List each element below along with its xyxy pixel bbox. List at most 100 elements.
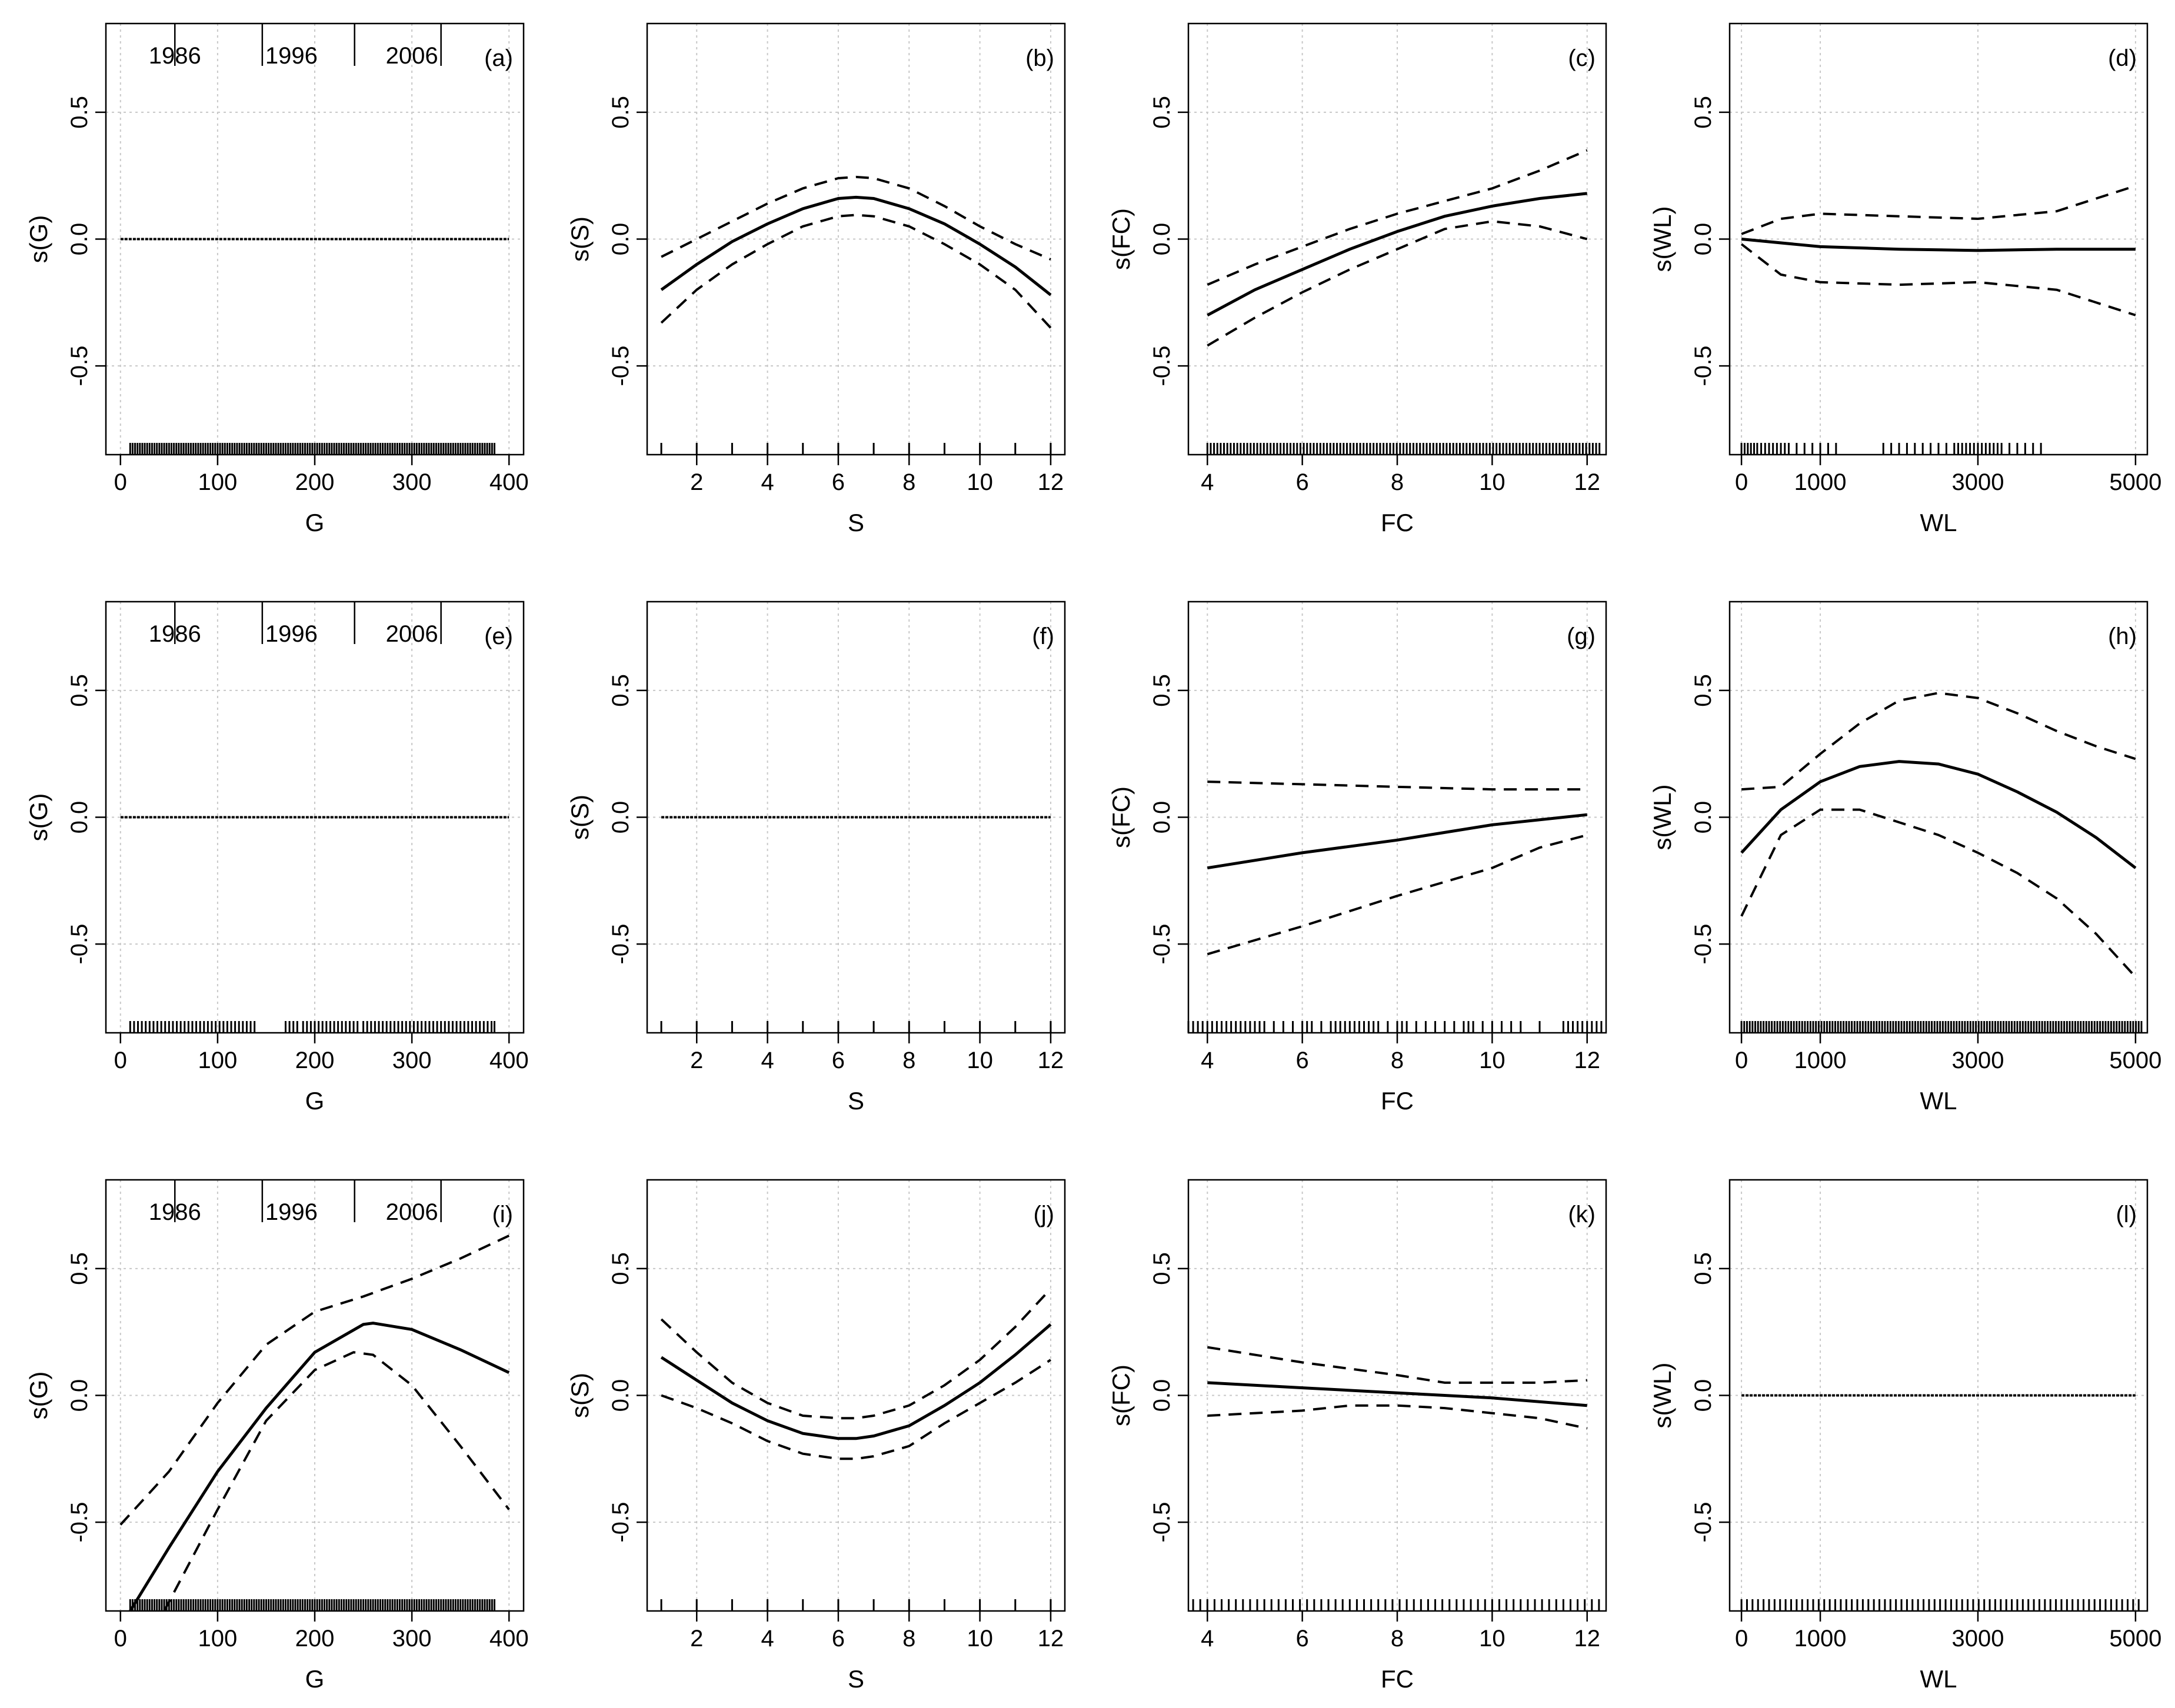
- x-tick-label: 12: [1574, 1626, 1600, 1652]
- x-tick-label: 4: [1201, 469, 1214, 495]
- y-tick-label: 0.0: [66, 1379, 92, 1412]
- x-tick-label: 10: [967, 1048, 993, 1073]
- x-tick-label: 6: [832, 1626, 845, 1652]
- x-tick-label: 200: [295, 1048, 335, 1073]
- y-tick-label: 0.5: [66, 1252, 92, 1285]
- y-tick-label: 0.0: [66, 801, 92, 834]
- lower-ci-line: [1740, 808, 2137, 978]
- x-tick-label: 12: [1038, 1626, 1064, 1652]
- x-tick-label: 1000: [1794, 1048, 1847, 1073]
- smooth-fit-line: [660, 1323, 1052, 1440]
- panel-l: 0 1000 3000 5000 -0.5 0.0 0.5 WL s(WL) (l): [1648, 1179, 2161, 1693]
- y-tick-label: 0.5: [608, 96, 634, 129]
- x-tick-label: 4: [761, 1626, 774, 1652]
- panel-c: 4 6 8 10 12 -0.5 0.0 0.5 FC s(FC) (c): [1107, 22, 1607, 536]
- panel-d: 0 1000 3000 5000 -0.5 0.0 0.5 WL s(WL) (d): [1648, 22, 2161, 536]
- x-tick-label: 400: [489, 1048, 529, 1073]
- y-tick-label: -0.5: [1690, 924, 1716, 965]
- panel-g: 4 6 8 10 12 -0.5 0.0 0.5 FC s(FC) (g): [1107, 601, 1607, 1115]
- y-tick-label: -0.5: [1690, 346, 1716, 386]
- y-tick-label: 0.0: [1690, 223, 1716, 256]
- panel-f: 2 4 6 8 10 12 -0.5 0.0 0.5 Ss(S) (f): [566, 601, 1066, 1115]
- y-tick-label: 0.5: [608, 674, 634, 707]
- y-tick-label: 0.5: [1690, 1252, 1716, 1285]
- y-tick-label: -0.5: [66, 1502, 92, 1543]
- panel-h: 0 1000 3000 5000 -0.5 0.0 0.5 WL s(WL) (h): [1648, 601, 2161, 1115]
- x-axis-title: S: [848, 509, 864, 536]
- panel-a: 0 100 200 300 400 -0.5 0.0 0.5 Gs(G) (a) 1986 1996 2…: [25, 22, 529, 536]
- x-tick-label: 12: [1574, 469, 1600, 495]
- panel-label: (k): [1568, 1202, 1596, 1227]
- x-tick-label: 0: [1735, 1048, 1748, 1073]
- upper-ci-line: [660, 1288, 1052, 1420]
- y-axis-title: s(S): [566, 795, 594, 840]
- y-tick-label: 0.5: [1149, 1252, 1175, 1285]
- smooth-fit-line: [1207, 813, 1587, 870]
- upper-ci-line: [1741, 692, 2136, 791]
- year-label: 1996: [265, 43, 318, 69]
- lower-ci-line: [660, 214, 1052, 329]
- smooth-fit-line: [1741, 238, 2136, 252]
- x-axis-title: FC: [1381, 1665, 1414, 1693]
- y-axis-title: s(WL): [1648, 206, 1676, 272]
- y-tick-label: 0.0: [1149, 801, 1175, 834]
- upper-ci-line: [661, 175, 1051, 261]
- x-axis-title: FC: [1381, 509, 1414, 536]
- y-tick-label: -0.5: [1149, 924, 1175, 965]
- y-tick-label: 0.5: [608, 1252, 634, 1285]
- panel-label: (a): [484, 45, 513, 71]
- lower-ci-line: [1207, 833, 1588, 956]
- x-tick-label: 100: [198, 1626, 238, 1652]
- year-label: 1996: [265, 621, 318, 647]
- x-tick-label: 400: [489, 1626, 529, 1652]
- panel-label: (b): [1025, 45, 1054, 71]
- x-tick-label: 1000: [1794, 1626, 1847, 1652]
- smooth-fit-line: [660, 195, 1052, 296]
- panel-k: 4 6 8 10 12 -0.5 0.0 0.5 FC s(FC) (k): [1107, 1179, 1607, 1693]
- lower-ci-line: [1740, 243, 2136, 316]
- x-tick-label: 0: [114, 469, 127, 495]
- x-axis-title: G: [305, 509, 325, 536]
- panel-label: (c): [1568, 45, 1596, 71]
- y-tick-label: -0.5: [66, 346, 92, 386]
- x-tick-label: 5000: [2109, 469, 2161, 495]
- upper-ci-line: [1741, 185, 2136, 235]
- y-tick-label: -0.5: [1149, 346, 1175, 386]
- x-tick-label: 6: [1296, 1048, 1309, 1073]
- x-tick-label: 4: [1201, 1626, 1214, 1652]
- smooth-fit-line: [129, 1322, 510, 1612]
- year-label: 1986: [149, 43, 201, 69]
- x-tick-label: 100: [198, 1048, 238, 1073]
- x-tick-label: 0: [114, 1048, 127, 1073]
- x-tick-label: 6: [832, 1048, 845, 1073]
- upper-ci-line: [1207, 1346, 1587, 1384]
- x-tick-label: 8: [902, 1626, 915, 1652]
- panel-j: 2 4 6 8 10 12 -0.5 0.0 0.5 Ss(S) (j): [566, 1179, 1066, 1693]
- x-tick-label: 3000: [1951, 1626, 2004, 1652]
- x-axis-title: S: [848, 1665, 864, 1693]
- panel-e: 0 100 200 300 400 -0.5 0.0 0.5 Gs(G) (e) 1986 1996 2…: [25, 601, 529, 1115]
- lower-ci-line: [1207, 220, 1588, 347]
- x-tick-label: 400: [489, 469, 529, 495]
- panel-label: (g): [1567, 623, 1596, 649]
- year-label: 2006: [386, 43, 438, 69]
- x-tick-label: 12: [1038, 1048, 1064, 1073]
- year-label: 2006: [386, 1199, 438, 1225]
- smooth-fit-line: [1740, 760, 2137, 869]
- x-tick-label: 6: [1296, 469, 1309, 495]
- x-axis-title: FC: [1381, 1087, 1414, 1115]
- x-tick-label: 1000: [1794, 469, 1847, 495]
- y-tick-label: 0.0: [1149, 1379, 1175, 1412]
- y-tick-label: -0.5: [1690, 1502, 1716, 1543]
- y-tick-label: 0.0: [608, 1379, 634, 1412]
- x-tick-label: 0: [1735, 469, 1748, 495]
- y-tick-label: -0.5: [66, 924, 92, 965]
- lower-ci-line: [661, 1359, 1051, 1460]
- x-tick-label: 3000: [1951, 1048, 2004, 1073]
- y-tick-label: 0.0: [608, 223, 634, 256]
- lower-ci-line: [163, 1351, 510, 1612]
- x-tick-label: 300: [392, 1048, 432, 1073]
- panel-label: (e): [484, 623, 513, 649]
- y-tick-label: 0.0: [1690, 801, 1716, 834]
- x-tick-label: 300: [392, 1626, 432, 1652]
